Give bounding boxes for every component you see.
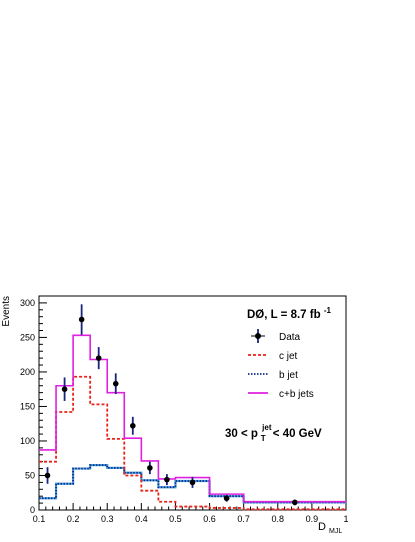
y-tick-label: 100 xyxy=(20,436,35,446)
data-point xyxy=(223,495,230,502)
legend: Data c jet b jet c+b jets xyxy=(248,329,314,400)
x-tick-label: 0.3 xyxy=(101,514,114,524)
x-tick-label: 0.6 xyxy=(203,514,216,524)
data-point xyxy=(78,316,85,323)
x-tick-label: 1 xyxy=(343,514,348,524)
pt-cut-label: 30 < p jet T < 40 GeV xyxy=(225,421,322,444)
plot-frame xyxy=(38,295,347,511)
data-points-layer xyxy=(44,304,298,506)
x-tick-label: 0.7 xyxy=(237,514,250,524)
series-layer xyxy=(39,334,346,511)
data-point xyxy=(292,499,298,506)
y-axis-label: Events xyxy=(1,296,12,327)
pt-cut-sup: jet xyxy=(261,423,272,432)
x-axis-label-sub: MJL xyxy=(329,528,342,535)
x-axis-label-main: D xyxy=(318,521,326,533)
x-tick-label: 0.9 xyxy=(306,514,319,524)
pt-cut-lo: 30 < p xyxy=(225,428,258,440)
y-tick-label: 300 xyxy=(20,298,35,308)
x-tick-label: 0.1 xyxy=(33,514,46,524)
pt-cut-hi: < 40 GeV xyxy=(273,428,322,440)
y-tick-label: 0 xyxy=(30,505,35,515)
data-point xyxy=(44,472,51,479)
legend-data-marker xyxy=(255,333,261,339)
data-point xyxy=(164,476,170,483)
y-tick-label: 150 xyxy=(20,401,35,411)
y-tick-label: 250 xyxy=(20,332,35,342)
legend-c-plus-b-jets-label: c+b jets xyxy=(279,389,314,400)
data-point xyxy=(189,479,196,486)
c-plus-b-jets-step xyxy=(39,334,346,503)
experiment-label-text: DØ, L = 8.7 fb xyxy=(247,309,321,321)
x-tick-label: 0.2 xyxy=(67,514,80,524)
data-point xyxy=(112,380,119,387)
data-point xyxy=(95,355,102,361)
pt-cut-sub: T xyxy=(261,434,266,443)
x-axis-label: D MJL xyxy=(318,521,342,535)
experiment-label-exp: -1 xyxy=(324,306,332,315)
data-point xyxy=(130,422,136,429)
y-axis-ticks: 0 50 100 150 200 250 300 xyxy=(20,298,47,515)
legend-data-label: Data xyxy=(279,332,301,343)
y-tick-label: 200 xyxy=(20,367,35,377)
data-point xyxy=(147,465,153,471)
data-point xyxy=(61,386,68,392)
experiment-label: DØ, L = 8.7 fb -1 xyxy=(247,306,331,321)
y-tick-label: 50 xyxy=(25,470,35,480)
x-tick-label: 0.5 xyxy=(169,514,182,524)
x-tick-label: 0.8 xyxy=(272,514,285,524)
legend-b-jet-label: b jet xyxy=(279,370,298,381)
x-tick-label: 0.4 xyxy=(135,514,148,524)
legend-c-jet-label: c jet xyxy=(279,351,298,362)
c-jet-step xyxy=(39,375,346,511)
